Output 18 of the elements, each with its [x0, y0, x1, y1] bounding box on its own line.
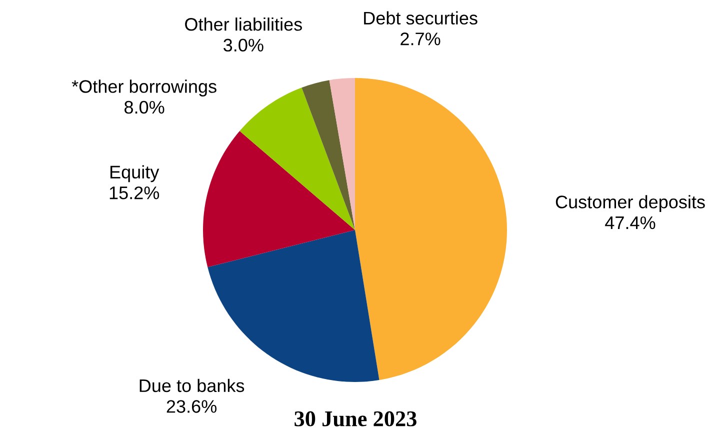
- slice-label: Due to banks: [140, 378, 244, 392]
- pie-slice: [355, 78, 507, 380]
- slice-label: Customer deposits: [556, 195, 705, 212]
- data-label: 2.7%: [400, 32, 440, 46]
- slice-label: Other liabilities: [185, 18, 302, 31]
- text: 30 June 2023: [294, 411, 416, 426]
- slice-label: Debt securties: [364, 11, 478, 25]
- pie-slice: [203, 131, 355, 268]
- data-label: 47.4%: [605, 216, 656, 230]
- slice-label: *Other borrowings: [72, 80, 216, 96]
- pie-slice: [302, 80, 355, 230]
- data-label: 15.2%: [110, 186, 160, 200]
- pie-slice: [240, 88, 355, 230]
- data-label: 8.0%: [124, 100, 164, 114]
- data-label: 3.0%: [224, 38, 264, 52]
- pie-slice: [329, 78, 355, 230]
- data-label: 23.6%: [166, 400, 217, 413]
- slice-label: Equity: [110, 165, 160, 182]
